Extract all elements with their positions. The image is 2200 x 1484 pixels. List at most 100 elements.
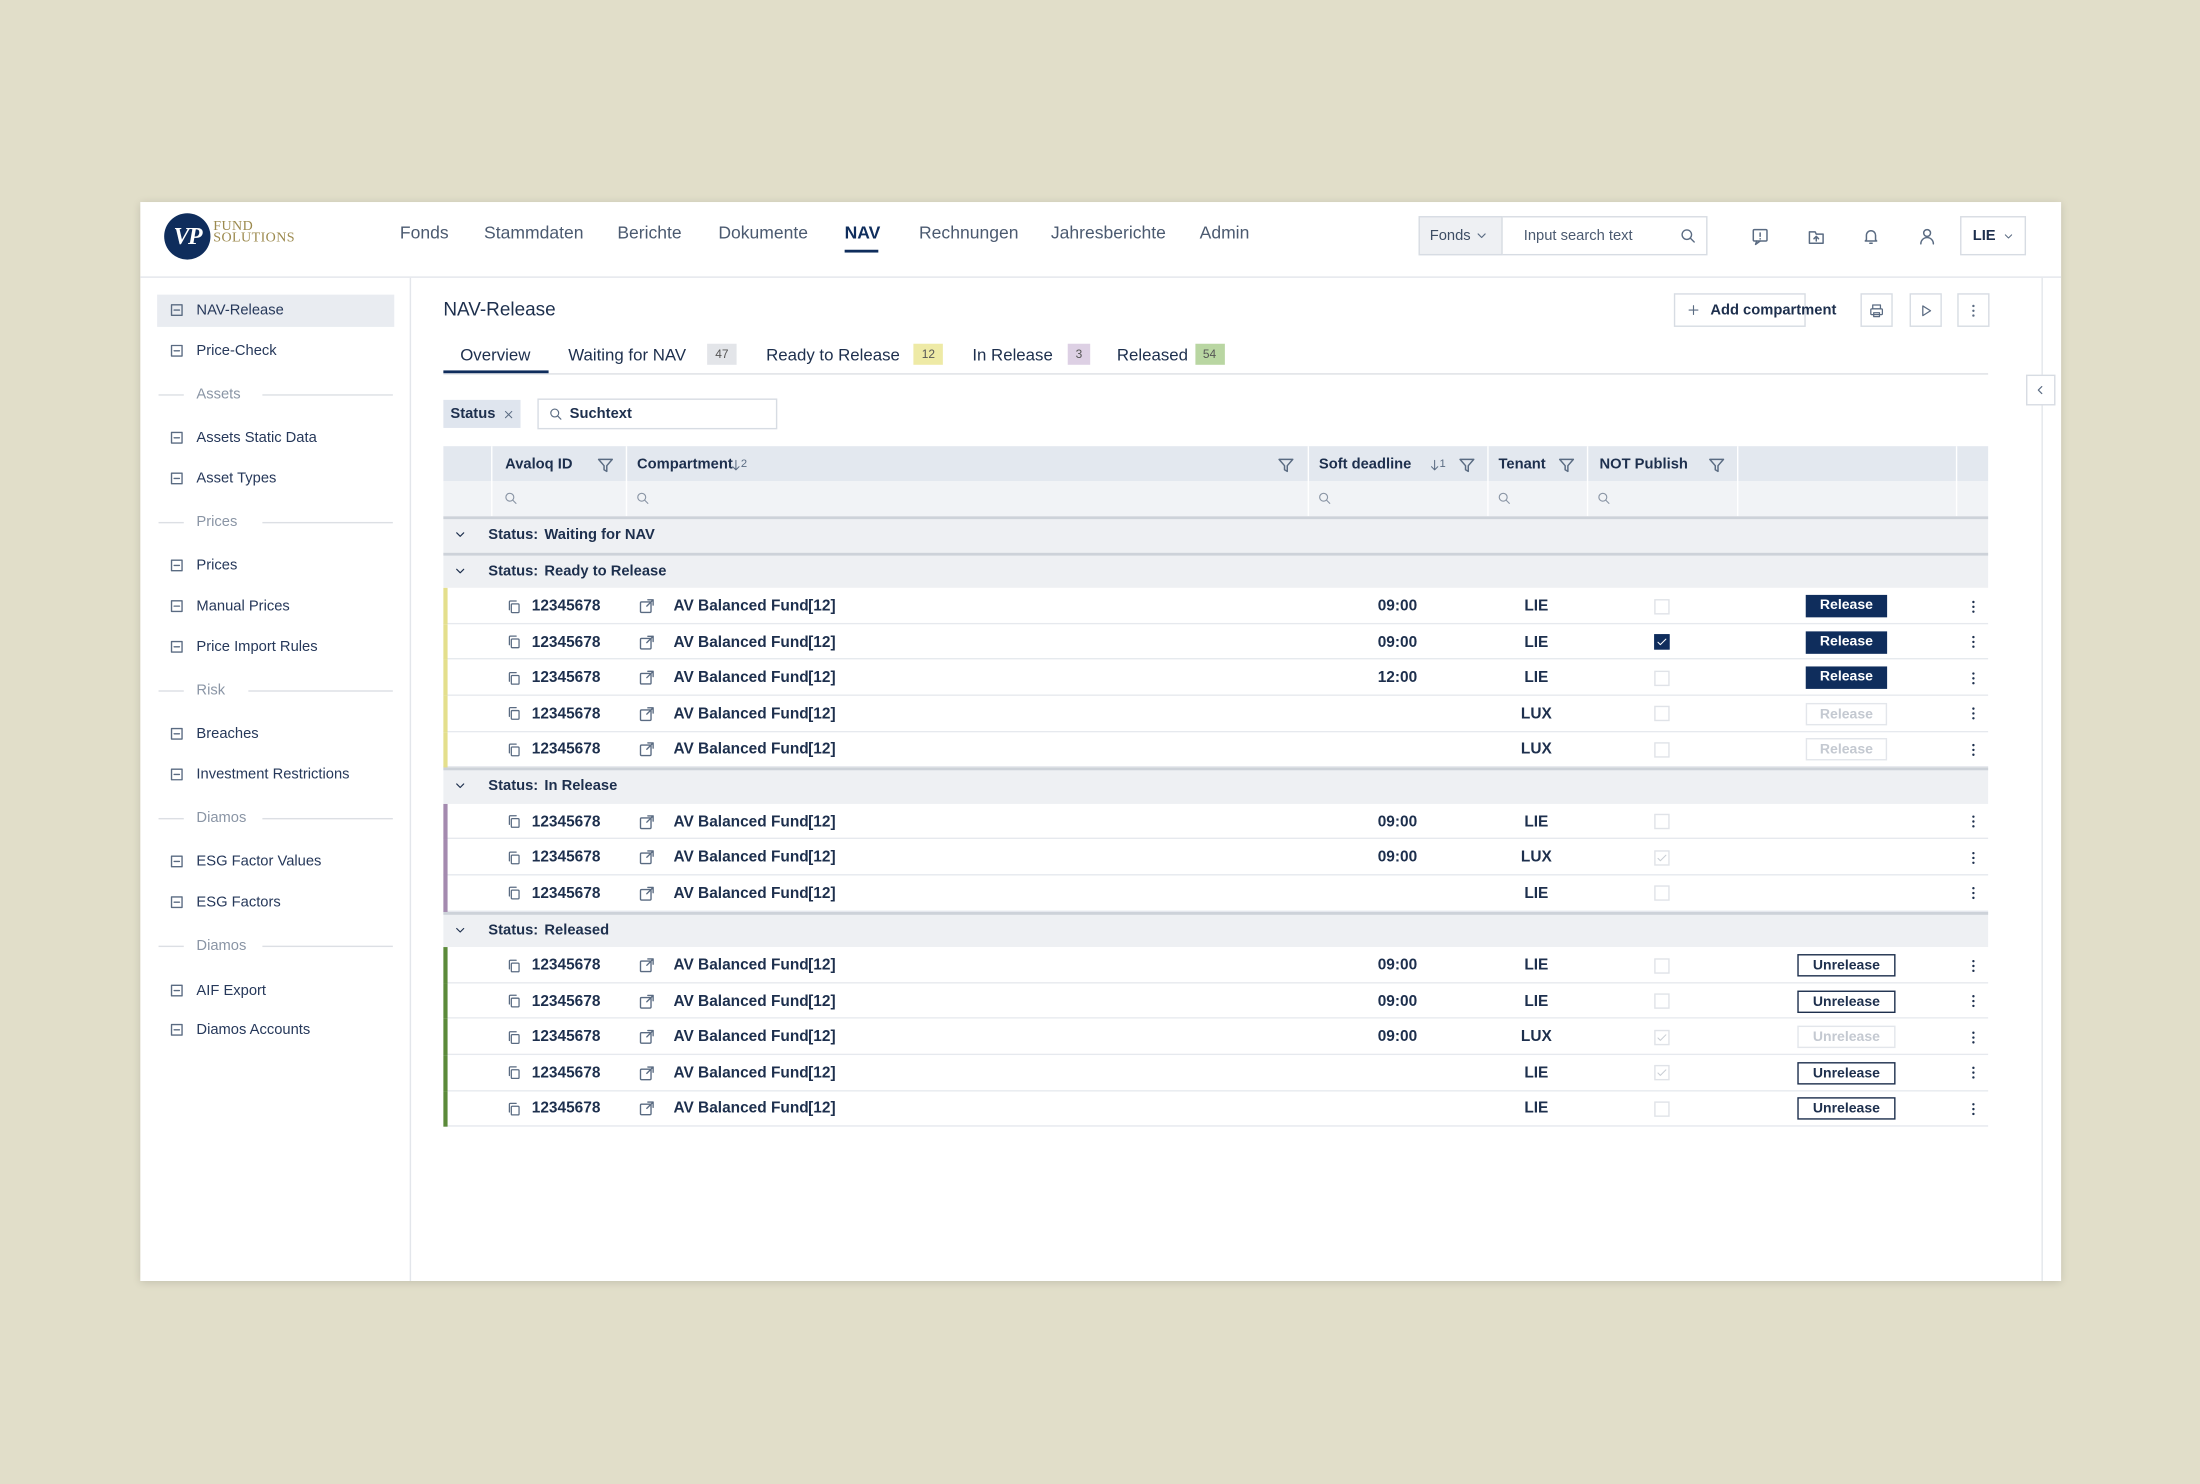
status-bar bbox=[443, 588, 448, 625]
column-header[interactable]: NOT Publish bbox=[1599, 455, 1688, 473]
checkbox[interactable] bbox=[1653, 742, 1669, 758]
action-button: Unrelease bbox=[1796, 1025, 1896, 1049]
checkbox[interactable] bbox=[1653, 634, 1669, 650]
sidebar-item[interactable]: Asset Types bbox=[196, 469, 277, 487]
status-bar bbox=[443, 803, 448, 840]
group-row[interactable] bbox=[443, 911, 1989, 948]
tenant-select[interactable] bbox=[1960, 216, 2027, 256]
tenant: LIE bbox=[1524, 597, 1549, 615]
compartment[interactable]: AV Balanced Fund bbox=[673, 705, 809, 723]
action-button[interactable]: Unrelease bbox=[1796, 989, 1896, 1013]
column-header[interactable]: Soft deadline bbox=[1318, 455, 1412, 473]
compartment[interactable]: AV Balanced Fund bbox=[673, 669, 809, 687]
compartment[interactable]: AV Balanced Fund bbox=[673, 992, 809, 1010]
nav-item[interactable]: Stammdaten bbox=[484, 223, 584, 243]
tab[interactable]: Overview bbox=[460, 345, 531, 365]
action-button[interactable]: Release bbox=[1805, 630, 1888, 654]
compartment[interactable]: AV Balanced Fund bbox=[673, 813, 809, 831]
group-row[interactable] bbox=[443, 767, 1989, 804]
copy-icon bbox=[508, 958, 519, 972]
group-row[interactable] bbox=[443, 552, 1989, 589]
nav-item[interactable]: Fonds bbox=[399, 223, 449, 243]
tenant: LIE bbox=[1524, 992, 1549, 1010]
nav-item[interactable]: Berichte bbox=[617, 223, 682, 243]
column-header[interactable]: Avaloq ID bbox=[505, 455, 573, 473]
sidebar-section: Risk bbox=[196, 681, 226, 699]
filter-row bbox=[443, 481, 1989, 517]
action-button[interactable]: Release bbox=[1805, 594, 1888, 618]
checkbox[interactable] bbox=[1653, 598, 1669, 614]
nav-item[interactable]: Jahresberichte bbox=[1050, 223, 1166, 243]
compartment[interactable]: AV Balanced Fund bbox=[673, 1064, 809, 1082]
nav-item[interactable]: Admin bbox=[1199, 223, 1250, 243]
group-row[interactable] bbox=[443, 516, 1989, 553]
tab[interactable]: In Release bbox=[972, 345, 1053, 365]
compartment-count: [12] bbox=[808, 597, 836, 615]
compartment[interactable]: AV Balanced Fund bbox=[673, 1100, 809, 1118]
status-bar bbox=[443, 624, 448, 660]
sidebar-icon bbox=[170, 1024, 183, 1037]
sidebar-item[interactable]: Breaches bbox=[196, 725, 259, 743]
compartment[interactable]: AV Balanced Fund bbox=[673, 741, 809, 759]
compartment-count: [12] bbox=[808, 669, 836, 687]
soft-deadline: 09:00 bbox=[1377, 597, 1418, 615]
column-search-icon bbox=[637, 492, 649, 504]
search-scope[interactable]: Fonds bbox=[1429, 227, 1471, 245]
table-search[interactable] bbox=[537, 398, 778, 430]
section-rule bbox=[158, 394, 184, 396]
sidebar-item[interactable]: ESG Factor Values bbox=[196, 853, 322, 871]
group-status: Ready to Release bbox=[544, 562, 667, 579]
sidebar-item[interactable]: ESG Factors bbox=[196, 893, 281, 911]
collapse-button[interactable] bbox=[2026, 374, 2056, 406]
column-header[interactable]: Tenant bbox=[1498, 455, 1546, 473]
action-button[interactable]: Release bbox=[1805, 666, 1888, 690]
column-header[interactable]: Compartment bbox=[636, 455, 733, 473]
sort-order: 2 bbox=[740, 457, 748, 471]
sidebar-item[interactable]: Manual Prices bbox=[196, 597, 290, 615]
compartment[interactable]: AV Balanced Fund bbox=[673, 885, 809, 902]
filter-chip-label: Status bbox=[450, 405, 496, 423]
table-row bbox=[443, 659, 1989, 696]
table-row bbox=[443, 1055, 1989, 1092]
sidebar-item[interactable]: Price-Check bbox=[196, 341, 277, 359]
print-button[interactable] bbox=[1860, 293, 1893, 327]
search-input[interactable]: Input search text bbox=[1523, 227, 1633, 245]
page-title: NAV-Release bbox=[443, 298, 556, 320]
compartment[interactable]: AV Balanced Fund bbox=[673, 1028, 809, 1046]
checkbox bbox=[1653, 1029, 1669, 1045]
sidebar-item[interactable]: AIF Export bbox=[196, 981, 267, 999]
compartment[interactable]: AV Balanced Fund bbox=[673, 633, 809, 651]
sidebar-item[interactable]: Investment Restrictions bbox=[196, 765, 350, 783]
compartment[interactable]: AV Balanced Fund bbox=[673, 849, 809, 866]
compartment[interactable]: AV Balanced Fund bbox=[673, 597, 809, 615]
action-button[interactable]: Unrelease bbox=[1796, 1097, 1896, 1121]
sidebar-item[interactable]: Prices bbox=[196, 557, 238, 575]
checkbox[interactable] bbox=[1653, 670, 1669, 686]
nav-item[interactable]: Rechnungen bbox=[919, 223, 1019, 243]
sidebar-section: Diamos bbox=[196, 937, 247, 955]
kebab-icon bbox=[1972, 304, 1975, 317]
row-menu-icon bbox=[1971, 707, 1974, 720]
sidebar-item[interactable]: Assets Static Data bbox=[196, 429, 317, 447]
tab[interactable]: Ready to Release bbox=[766, 345, 900, 365]
kebab-button[interactable] bbox=[1957, 293, 1990, 327]
nav-item[interactable]: NAV bbox=[844, 223, 881, 243]
checkbox[interactable] bbox=[1653, 706, 1669, 722]
tab[interactable]: Waiting for NAV bbox=[568, 345, 687, 365]
nav-item[interactable]: Dokumente bbox=[718, 223, 809, 243]
play-button[interactable] bbox=[1909, 293, 1942, 327]
action-button[interactable]: Unrelease bbox=[1796, 1061, 1896, 1085]
column-search-icon bbox=[1498, 492, 1510, 504]
sidebar-item[interactable]: NAV-Release bbox=[196, 301, 284, 319]
column-divider bbox=[1955, 446, 1958, 517]
table-row bbox=[443, 731, 1989, 768]
compartment[interactable]: AV Balanced Fund bbox=[673, 956, 809, 974]
sidebar-item[interactable]: Diamos Accounts bbox=[196, 1021, 311, 1039]
action-button[interactable]: Unrelease bbox=[1796, 954, 1896, 977]
sidebar-item[interactable]: Price Import Rules bbox=[196, 637, 318, 655]
copy-icon bbox=[508, 599, 519, 613]
checkbox bbox=[1653, 813, 1669, 830]
add-button[interactable] bbox=[1673, 293, 1806, 327]
link-icon bbox=[639, 958, 654, 973]
tab[interactable]: Released bbox=[1116, 345, 1188, 365]
